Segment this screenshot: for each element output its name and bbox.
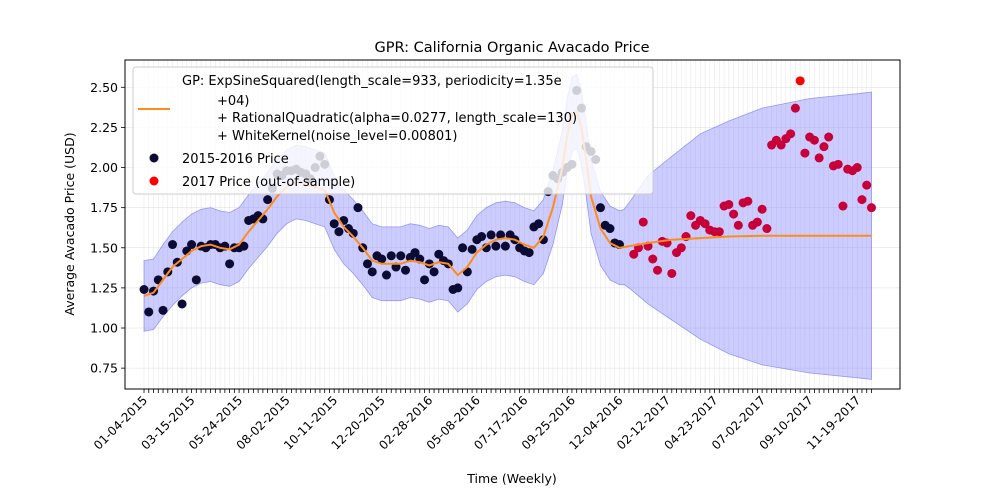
legend-box bbox=[132, 66, 654, 195]
test-point bbox=[800, 148, 810, 158]
legend-test-label: 2017 Price (out-of-sample) bbox=[182, 175, 355, 190]
train-point bbox=[500, 241, 510, 251]
test-point bbox=[714, 227, 724, 237]
test-point bbox=[819, 142, 829, 152]
train-point bbox=[534, 219, 544, 229]
test-point bbox=[786, 129, 796, 139]
train-point bbox=[191, 275, 201, 285]
test-point bbox=[752, 217, 762, 227]
y-tick-label: 2.25 bbox=[90, 120, 118, 135]
test-point bbox=[838, 201, 848, 211]
train-point bbox=[458, 243, 468, 253]
train-point bbox=[524, 248, 534, 258]
y-tick-label: 1.50 bbox=[90, 240, 118, 255]
y-axis-label: Average Avacado Price (USD) bbox=[62, 132, 77, 315]
train-point bbox=[329, 219, 339, 229]
test-point bbox=[648, 254, 658, 264]
train-point bbox=[410, 248, 420, 258]
train-point bbox=[144, 307, 154, 317]
legend-gp-label-line-1: GP: ExpSineSquared(length_scale=933, per… bbox=[182, 74, 562, 89]
y-axis: 0.75 1.00 1.25 1.50 1.75 2.00 2.25 2.50 bbox=[90, 80, 125, 376]
test-point bbox=[653, 265, 663, 275]
test-point bbox=[733, 220, 743, 230]
train-point bbox=[434, 249, 444, 259]
train-point bbox=[239, 241, 249, 251]
legend: GP: ExpSineSquared(length_scale=933, per… bbox=[132, 66, 654, 195]
test-point bbox=[824, 132, 834, 142]
test-point bbox=[762, 224, 772, 234]
train-point bbox=[538, 235, 548, 245]
train-point bbox=[377, 254, 387, 264]
train-point bbox=[401, 265, 411, 275]
train-point bbox=[491, 241, 501, 251]
plot-frame bbox=[124, 59, 901, 390]
test-point bbox=[795, 76, 805, 86]
train-point bbox=[486, 230, 496, 240]
train-point bbox=[386, 251, 396, 261]
train-point bbox=[420, 275, 430, 285]
legend-gp-label-line-4: + WhiteKernel(noise_level=0.00801) bbox=[217, 129, 457, 144]
test-point bbox=[790, 103, 800, 113]
train-point bbox=[353, 203, 363, 213]
test-point bbox=[743, 196, 753, 206]
test-point bbox=[862, 180, 872, 190]
train-point bbox=[177, 299, 187, 309]
test-point bbox=[676, 243, 686, 253]
train-point bbox=[595, 203, 605, 213]
y-tick-label: 1.25 bbox=[90, 280, 118, 295]
chart-title: GPR: California Organic Avacado Price bbox=[374, 40, 649, 56]
train-point bbox=[453, 283, 463, 293]
test-point bbox=[667, 268, 677, 278]
train-point bbox=[168, 240, 178, 250]
test-point bbox=[776, 140, 786, 150]
test-point bbox=[700, 219, 710, 229]
train-point bbox=[263, 195, 273, 205]
x-axis-label: Time (Weekly) bbox=[466, 471, 556, 486]
legend-gp-label-line-2: +04) bbox=[217, 94, 250, 109]
train-point bbox=[605, 224, 615, 234]
test-point bbox=[757, 204, 767, 214]
test-point bbox=[852, 163, 862, 173]
y-tick-label: 1.00 bbox=[90, 321, 118, 336]
train-point bbox=[424, 259, 434, 269]
train-point bbox=[367, 267, 377, 277]
test-point bbox=[729, 209, 739, 219]
y-tick-label: 1.75 bbox=[90, 200, 118, 215]
test-point bbox=[866, 203, 876, 213]
gp-mean-line bbox=[143, 109, 872, 297]
y-tick-label: 0.75 bbox=[90, 361, 118, 376]
train-point bbox=[139, 284, 149, 294]
legend-test-marker bbox=[149, 176, 159, 186]
test-point bbox=[809, 135, 819, 145]
test-point bbox=[814, 153, 824, 163]
train-point bbox=[158, 305, 168, 315]
test-point bbox=[686, 211, 696, 221]
y-tick-label: 2.00 bbox=[90, 160, 118, 175]
train-point bbox=[467, 244, 477, 254]
train-point bbox=[396, 251, 406, 261]
train-point bbox=[362, 259, 372, 269]
train-point bbox=[225, 259, 235, 269]
test-point bbox=[857, 195, 867, 205]
train-point bbox=[496, 230, 506, 240]
train-point bbox=[187, 240, 197, 250]
legend-train-marker bbox=[149, 153, 159, 163]
legend-train-label: 2015-2016 Price bbox=[182, 152, 289, 167]
test-point bbox=[629, 249, 639, 259]
train-point bbox=[334, 227, 344, 237]
train-point bbox=[477, 232, 487, 242]
legend-gp-label-line-3: + RationalQuadratic(alpha=0.0277, length… bbox=[217, 111, 577, 126]
train-point bbox=[382, 270, 392, 280]
test-point bbox=[724, 199, 734, 209]
train-point bbox=[429, 267, 439, 277]
x-axis: 01-04-201503-15-201505-24-201508-02-2015… bbox=[91, 389, 872, 452]
test-point bbox=[833, 159, 843, 169]
y-tick-label: 2.50 bbox=[90, 80, 118, 95]
test-point bbox=[638, 217, 648, 227]
